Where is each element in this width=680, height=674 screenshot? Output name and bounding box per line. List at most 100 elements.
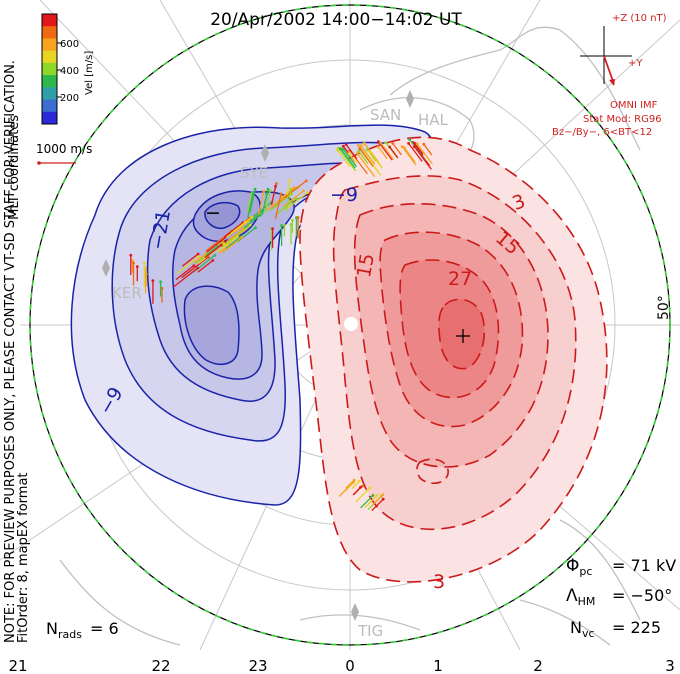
scale-color-step (42, 111, 57, 125)
velocity-vector (372, 494, 384, 506)
imf-condition: Bz−/By−, 6<BT<12 (552, 127, 652, 138)
negative-fill-lower (183, 285, 240, 366)
velocity-vector (348, 153, 358, 164)
scale-color-step (42, 50, 57, 64)
imf-model: Stat Mod: RG96 (583, 114, 662, 125)
velocity-vector (351, 480, 360, 489)
fit-order-note: FitOrder: 8, mapEX format (16, 472, 31, 643)
velocity-vector (247, 192, 254, 218)
velocity-vector (195, 254, 208, 265)
velocity-vector (337, 147, 357, 172)
positive-fill-small (416, 458, 449, 484)
velocity-vector (205, 245, 218, 256)
mlt-label-1: 1 (433, 657, 443, 674)
velocity-vector (247, 192, 253, 213)
velocity-vector (224, 221, 244, 238)
velocity-vector (225, 236, 242, 250)
velocity-vector (173, 267, 199, 288)
svg-text:Φpc: Φpc (566, 556, 592, 578)
contour-label-pos-27: 27 (448, 268, 472, 290)
velocity-vector (284, 192, 308, 211)
imf-z-label: +Z (10 nT) (612, 13, 667, 24)
velocity-vector (181, 256, 209, 279)
velocity-vector (349, 150, 368, 175)
velocity-vector (234, 219, 251, 233)
scale-label: Vel [m/s] (84, 51, 95, 95)
velocity-vector (360, 494, 374, 509)
coastlines (59, 26, 641, 646)
velocity-vector (226, 228, 244, 243)
reference-vector (37, 161, 76, 165)
negative-potential-cell (70, 124, 435, 506)
velocity-vector (230, 221, 246, 234)
scale-tick-400: 400 (60, 66, 79, 77)
velocity-color-scale: 600 400 200 Vel [m/s] (41, 13, 95, 125)
velocity-vector (359, 148, 374, 167)
stat-n-rads: = 6 (90, 619, 119, 638)
velocity-vector (181, 253, 199, 267)
velocity-vector (236, 227, 256, 243)
svg-text:Nrads: Nrads (46, 619, 82, 641)
velocity-vector (175, 265, 195, 281)
positive-fill-6 (438, 298, 486, 370)
velocity-vectors (129, 138, 433, 511)
imf-source: OMNI IMF (610, 100, 658, 111)
station-marker-kerr (102, 259, 110, 277)
page-title: 20/Apr/2002 14:00−14:02 UT (210, 10, 462, 30)
velocity-vector (274, 193, 282, 220)
velocity-vector (358, 150, 369, 165)
mlt-label-23: 23 (248, 657, 267, 674)
velocity-vector (204, 244, 222, 259)
mlt-axis: 21 22 23 0 1 2 3 (8, 657, 674, 674)
scale-color-step (42, 99, 57, 113)
velocity-vector (345, 144, 358, 160)
velocity-vector (392, 143, 402, 156)
imf-clock-dial (580, 26, 632, 86)
velocity-vector (416, 143, 433, 165)
velocity-vector (176, 256, 199, 275)
contour-label-pos-15-left: 15 (353, 252, 379, 280)
mlt-label-2: 2 (533, 657, 543, 674)
velocity-vector (364, 494, 378, 509)
velocity-vector (364, 153, 382, 176)
station-label-hal: HAL (418, 111, 449, 129)
velocity-vector (338, 481, 355, 497)
velocity-vector (286, 180, 291, 195)
mlt-label-22: 22 (151, 657, 170, 674)
scale-color-step (42, 38, 57, 52)
velocity-vector (270, 186, 277, 206)
preview-note: NOTE: FOR PREVIEW PURPOSES ONLY, PLEASE … (3, 60, 18, 643)
svg-text:ΛHM: ΛHM (566, 586, 595, 608)
positive-potential-cell (299, 136, 608, 583)
stations (102, 90, 414, 621)
scale-color-step (42, 75, 57, 88)
velocity-vector (217, 235, 238, 253)
velocity-vector (423, 143, 433, 156)
contour-label-min: − (205, 202, 221, 224)
magnetic-pole-marker (344, 317, 358, 331)
scale-color-step (42, 26, 57, 39)
velocity-vector (265, 198, 281, 211)
velocity-vector (342, 148, 358, 168)
velocity-vector (413, 146, 432, 170)
velocity-vector (380, 142, 394, 161)
velocity-vector (389, 146, 399, 159)
station-marker-sye (261, 144, 269, 162)
station-marker-tig (351, 603, 359, 621)
mlt-label-3: 3 (665, 657, 675, 674)
stat-phi-pc: = 71 kV (612, 556, 676, 575)
velocity-vector (369, 151, 383, 169)
station-label-san: SAN (370, 106, 401, 124)
max-potential-marker (456, 329, 470, 343)
velocity-vector (336, 149, 351, 168)
velocity-vector (377, 146, 388, 160)
mlt-label-0: 0 (345, 657, 355, 674)
stat-n-vc: = 225 (612, 618, 661, 637)
velocity-vector (340, 148, 356, 169)
velocity-vector (282, 190, 304, 208)
stat-lambda-hm: = −50° (612, 586, 672, 605)
station-marker-san (406, 90, 414, 108)
velocity-vector (377, 141, 393, 161)
velocity-vector (401, 146, 417, 166)
velocity-vector (352, 486, 361, 496)
